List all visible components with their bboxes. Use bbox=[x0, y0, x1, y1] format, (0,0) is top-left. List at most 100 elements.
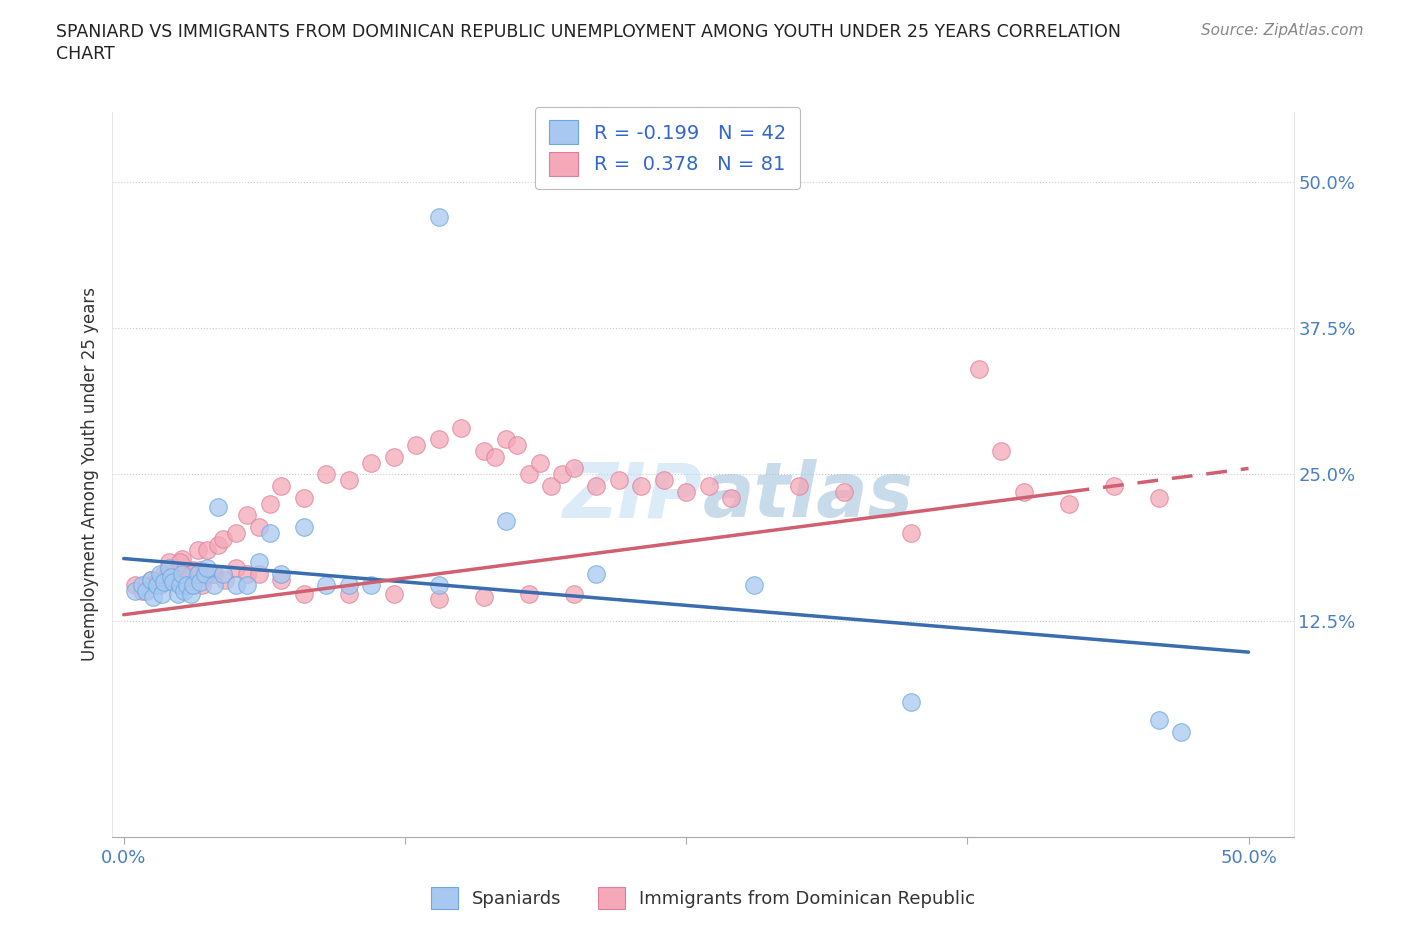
Point bbox=[517, 467, 540, 482]
Point bbox=[187, 543, 209, 558]
Point bbox=[540, 479, 562, 494]
Point bbox=[139, 572, 162, 587]
Point bbox=[551, 467, 574, 482]
Point bbox=[506, 438, 529, 453]
Point bbox=[225, 525, 247, 540]
Point bbox=[360, 455, 382, 470]
Legend: R = -0.199   N = 42, R =  0.378   N = 81: R = -0.199 N = 42, R = 0.378 N = 81 bbox=[536, 107, 800, 190]
Point bbox=[292, 586, 315, 601]
Point bbox=[146, 575, 169, 590]
Point bbox=[270, 572, 292, 587]
Point bbox=[236, 508, 259, 523]
Point bbox=[484, 449, 506, 464]
Text: ZIP: ZIP bbox=[564, 459, 703, 533]
Point bbox=[259, 496, 281, 511]
Point bbox=[315, 467, 337, 482]
Point bbox=[529, 455, 551, 470]
Point bbox=[214, 572, 236, 587]
Point bbox=[183, 563, 205, 578]
Y-axis label: Unemployment Among Youth under 25 years: Unemployment Among Youth under 25 years bbox=[80, 287, 98, 661]
Point bbox=[135, 578, 157, 593]
Point bbox=[166, 575, 188, 590]
Point bbox=[900, 695, 922, 710]
Point bbox=[135, 584, 157, 599]
Point bbox=[337, 586, 360, 601]
Point bbox=[967, 362, 990, 377]
Point bbox=[194, 566, 217, 581]
Text: CHART: CHART bbox=[56, 45, 115, 62]
Point bbox=[225, 578, 247, 593]
Point bbox=[173, 578, 195, 593]
Point bbox=[382, 586, 405, 601]
Point bbox=[832, 485, 855, 499]
Point bbox=[157, 554, 180, 569]
Point bbox=[585, 566, 607, 581]
Point bbox=[188, 575, 211, 590]
Point bbox=[236, 566, 259, 581]
Point bbox=[169, 563, 191, 578]
Point bbox=[150, 586, 173, 601]
Point bbox=[169, 554, 191, 569]
Point bbox=[162, 568, 184, 583]
Point bbox=[202, 578, 225, 593]
Point bbox=[562, 586, 585, 601]
Point bbox=[124, 584, 146, 599]
Point bbox=[259, 525, 281, 540]
Point bbox=[131, 584, 153, 599]
Point bbox=[162, 575, 184, 590]
Point bbox=[153, 566, 176, 581]
Point bbox=[194, 568, 217, 583]
Point bbox=[337, 578, 360, 593]
Point bbox=[697, 479, 720, 494]
Point bbox=[160, 568, 183, 583]
Point bbox=[472, 590, 495, 604]
Point bbox=[292, 490, 315, 505]
Point bbox=[142, 590, 165, 604]
Point bbox=[188, 563, 211, 578]
Text: Source: ZipAtlas.com: Source: ZipAtlas.com bbox=[1201, 23, 1364, 38]
Point bbox=[207, 537, 229, 551]
Point bbox=[180, 578, 202, 593]
Point bbox=[382, 449, 405, 464]
Point bbox=[495, 432, 517, 446]
Point bbox=[472, 444, 495, 458]
Point bbox=[427, 592, 450, 607]
Point bbox=[180, 586, 202, 601]
Point bbox=[427, 432, 450, 446]
Point bbox=[1057, 496, 1080, 511]
Point bbox=[146, 578, 169, 593]
Point bbox=[720, 490, 742, 505]
Point bbox=[247, 566, 270, 581]
Point bbox=[270, 566, 292, 581]
Point bbox=[270, 479, 292, 494]
Point bbox=[427, 578, 450, 593]
Legend: Spaniards, Immigrants from Dominican Republic: Spaniards, Immigrants from Dominican Rep… bbox=[423, 880, 983, 916]
Point bbox=[202, 566, 225, 581]
Point bbox=[607, 472, 630, 487]
Point bbox=[195, 543, 218, 558]
Point bbox=[787, 479, 810, 494]
Point bbox=[169, 578, 191, 593]
Point bbox=[142, 578, 165, 593]
Point bbox=[1012, 485, 1035, 499]
Point bbox=[562, 461, 585, 476]
Point bbox=[173, 584, 195, 599]
Point bbox=[153, 575, 176, 590]
Point bbox=[900, 525, 922, 540]
Point bbox=[517, 586, 540, 601]
Point bbox=[207, 499, 229, 514]
Point bbox=[675, 485, 697, 499]
Point bbox=[292, 520, 315, 535]
Point bbox=[150, 572, 173, 587]
Point bbox=[149, 566, 172, 581]
Point bbox=[195, 561, 218, 576]
Point bbox=[124, 578, 146, 593]
Point bbox=[202, 566, 225, 581]
Point bbox=[157, 566, 180, 581]
Point bbox=[211, 566, 233, 581]
Point bbox=[247, 554, 270, 569]
Point bbox=[131, 578, 153, 593]
Point bbox=[191, 578, 214, 593]
Point bbox=[180, 566, 202, 581]
Point bbox=[176, 572, 198, 587]
